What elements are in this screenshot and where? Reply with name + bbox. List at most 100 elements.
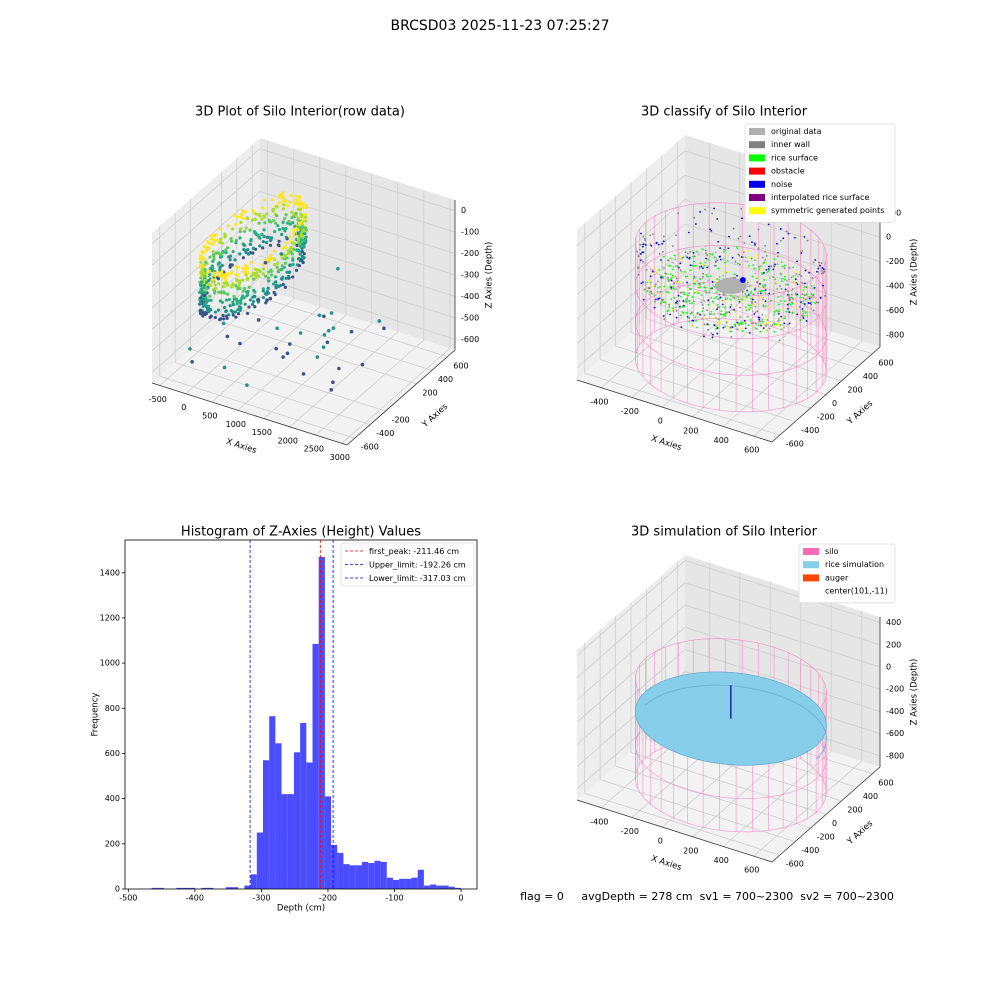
cloud-point (791, 293, 793, 296)
cloud-point (686, 281, 689, 284)
cloud-point (261, 263, 265, 267)
cloud-point (795, 281, 798, 284)
cloud-point (271, 256, 275, 261)
x-tick-label: 400 (714, 436, 729, 445)
cloud-point (689, 264, 692, 267)
cloud-point (690, 311, 693, 314)
cloud-point (200, 249, 204, 254)
cloud-point (755, 281, 758, 283)
legend-label: rice simulation (825, 560, 884, 569)
z-tick-label: -300 (461, 271, 479, 280)
bar (349, 865, 356, 889)
cloud-point (280, 256, 284, 260)
cloud-point (787, 307, 789, 310)
cloud-point (762, 327, 765, 329)
cloud-point (304, 215, 308, 219)
cloud-point (265, 235, 269, 240)
cloud-point (767, 223, 770, 226)
cloud-point (304, 206, 308, 210)
cloud-point (679, 255, 682, 258)
cloud-point (801, 250, 804, 252)
cloud-point (699, 265, 701, 268)
cloud-point (800, 301, 803, 303)
cloud-point (326, 328, 331, 333)
cloud-point (291, 275, 295, 279)
cloud-point (661, 299, 664, 302)
cloud-point (279, 277, 284, 281)
cloud-point (261, 272, 265, 276)
cloud-point (671, 245, 674, 247)
cloud-point (822, 268, 825, 271)
cloud-point (679, 269, 682, 272)
cloud-point (277, 239, 281, 243)
cloud-point (198, 290, 202, 294)
cloud-point (737, 253, 740, 256)
y-tick-label: -200 (392, 416, 410, 425)
cloud-point (752, 310, 754, 313)
cloud-point (703, 264, 706, 267)
cloud-point (229, 263, 233, 267)
cloud-point (783, 326, 786, 329)
cloud-point (686, 252, 689, 255)
pane (152, 288, 455, 445)
cloud-point (744, 306, 747, 309)
cloud-point (706, 323, 709, 326)
z-tick-label: -800 (886, 330, 904, 339)
cloud-point (746, 308, 749, 310)
cloud-point (217, 282, 221, 286)
legend-label: symmetric generated points (771, 206, 884, 215)
legend-swatch (749, 207, 765, 215)
cloud-point (772, 276, 775, 279)
legend-swatch (803, 574, 819, 582)
cloud-point (288, 342, 292, 346)
bar (188, 887, 195, 889)
cloud-point (284, 235, 288, 239)
cloud-point (244, 210, 248, 214)
cloud-point (285, 351, 290, 356)
cloud-point (711, 253, 714, 256)
cloud-point (283, 229, 287, 233)
bar (454, 887, 462, 889)
cloud-point (707, 265, 710, 268)
cloud-point (781, 280, 783, 283)
cloud-point (253, 217, 257, 222)
cloud-point (761, 298, 764, 301)
z-tick-label: -400 (886, 707, 904, 716)
cloud-point (639, 243, 642, 246)
cloud-point (264, 301, 268, 305)
cloud-point (733, 297, 736, 299)
legend: original data inner wall rice surface obsta… (744, 123, 896, 223)
cloud-point (695, 320, 698, 322)
bar (417, 869, 424, 889)
grid-line (576, 248, 686, 344)
bar (423, 885, 431, 889)
cloud-point (674, 265, 677, 268)
grid-line (221, 321, 417, 385)
cloud-point (706, 266, 709, 269)
cloud-point (736, 247, 739, 250)
bar (207, 887, 214, 889)
z-tick-label: -200 (886, 685, 904, 694)
z-tick-label: -200 (461, 249, 479, 258)
cloud-point (820, 269, 823, 272)
z-tick-label: 400 (886, 618, 901, 627)
cloud-point (249, 274, 253, 278)
cloud-point (693, 264, 696, 267)
cloud-point (248, 228, 252, 232)
cloud-point (790, 289, 793, 292)
cloud-point (229, 237, 233, 241)
cloud-point (683, 270, 686, 273)
cloud-point (682, 282, 684, 285)
bar (368, 863, 375, 889)
cloud-point (284, 276, 288, 280)
cloud-point (783, 264, 786, 267)
cloud-point (256, 318, 261, 322)
cloud-point (780, 287, 783, 290)
cloud-point (213, 315, 217, 320)
cloud-point (756, 310, 759, 313)
cloud-point (203, 274, 207, 278)
cloud-point (250, 302, 255, 306)
cloud-point (662, 276, 665, 279)
cloud-point (717, 298, 719, 300)
cloud-point (274, 214, 279, 218)
